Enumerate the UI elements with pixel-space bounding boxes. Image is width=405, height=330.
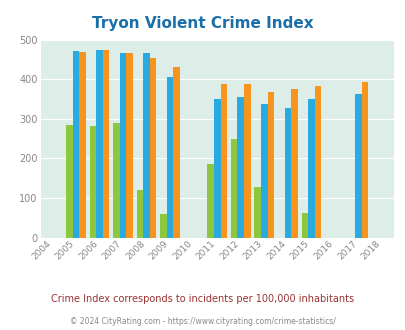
Bar [290, 89, 297, 238]
Bar [90, 126, 96, 238]
Bar [126, 53, 132, 238]
Bar [230, 139, 237, 238]
Bar [173, 67, 179, 238]
Bar [96, 50, 102, 238]
Bar [254, 187, 260, 238]
Bar [143, 53, 149, 238]
Text: Crime Index corresponds to incidents per 100,000 inhabitants: Crime Index corresponds to incidents per… [51, 294, 354, 304]
Bar [72, 51, 79, 238]
Bar [314, 86, 320, 238]
Bar [113, 123, 119, 238]
Bar [237, 97, 243, 238]
Bar [136, 190, 143, 238]
Text: © 2024 CityRating.com - https://www.cityrating.com/crime-statistics/: © 2024 CityRating.com - https://www.city… [70, 317, 335, 326]
Bar [220, 84, 226, 238]
Bar [301, 213, 307, 238]
Bar [361, 82, 367, 238]
Bar [79, 52, 85, 238]
Bar [119, 53, 126, 238]
Bar [160, 214, 166, 238]
Bar [166, 77, 173, 238]
Bar [149, 58, 156, 238]
Bar [213, 99, 220, 238]
Bar [354, 94, 361, 238]
Bar [260, 104, 267, 238]
Text: Tryon Violent Crime Index: Tryon Violent Crime Index [92, 16, 313, 31]
Bar [207, 164, 213, 238]
Bar [267, 92, 273, 238]
Bar [307, 99, 314, 238]
Bar [102, 50, 109, 238]
Bar [243, 84, 250, 238]
Bar [284, 108, 290, 238]
Bar [66, 125, 72, 238]
